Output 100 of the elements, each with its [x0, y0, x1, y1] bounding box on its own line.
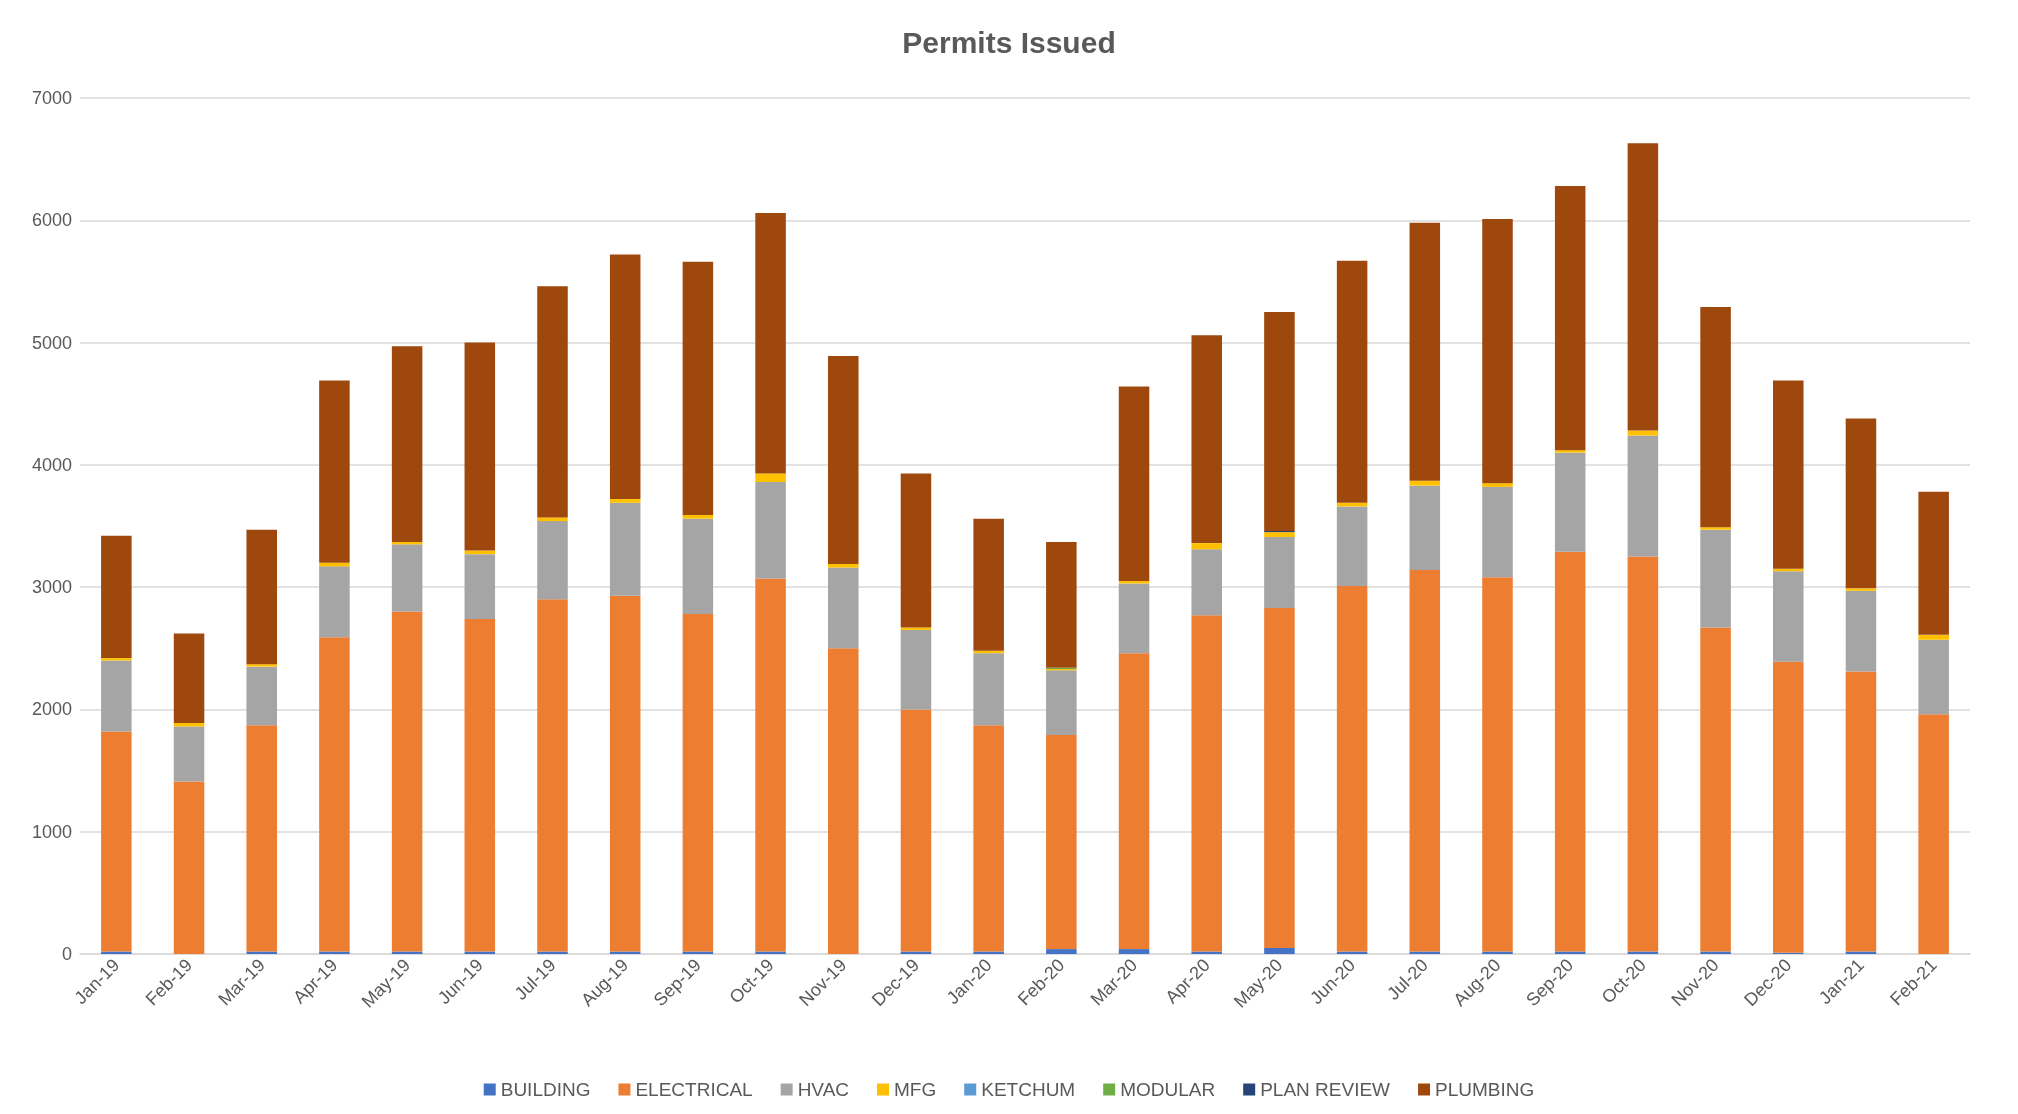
bar: [755, 481, 786, 579]
bar: [464, 550, 496, 555]
bar: [1118, 583, 1150, 654]
bar: [828, 356, 859, 564]
bar: [537, 521, 568, 600]
bar: [609, 502, 641, 596]
bar: [1264, 312, 1295, 531]
bar: [537, 599, 568, 952]
bar: [1046, 541, 1077, 668]
bar: [246, 666, 277, 726]
bar: [173, 726, 205, 782]
bar: [319, 380, 350, 563]
bar: [1700, 307, 1731, 528]
bar: [1046, 670, 1077, 736]
bar: [101, 731, 132, 952]
bar: [391, 544, 423, 612]
bar: [537, 286, 568, 518]
bar: [1264, 607, 1295, 948]
bar: [973, 518, 1004, 651]
bar: [101, 535, 132, 659]
bar: [464, 618, 496, 952]
legend-label: KETCHUM: [981, 1079, 1076, 1100]
bar: [1409, 222, 1441, 481]
bar: [755, 212, 786, 474]
bar: [682, 518, 714, 615]
bar: [1627, 143, 1659, 431]
bar: [1482, 219, 1513, 484]
legend-label: PLUMBING: [1435, 1079, 1535, 1100]
bar: [173, 781, 205, 954]
bar: [1191, 543, 1222, 550]
y-tick-label: 3000: [31, 577, 72, 598]
bar: [1700, 627, 1731, 952]
bar: [1627, 556, 1659, 952]
bar: [173, 722, 205, 727]
bar: [1046, 949, 1077, 954]
bar: [1409, 480, 1441, 486]
y-tick-label: 7000: [31, 88, 72, 108]
bar: [537, 517, 568, 522]
bar: [1918, 634, 1949, 640]
bar: [1700, 529, 1731, 628]
bar: [1773, 661, 1804, 953]
legend-label: MFG: [894, 1079, 937, 1100]
bar: [101, 660, 132, 732]
legend-label: BUILDING: [500, 1079, 591, 1100]
bar: [1627, 435, 1659, 557]
chart-title: Permits Issued: [902, 25, 1116, 59]
bar: [1336, 506, 1368, 586]
bar: [1191, 549, 1222, 616]
bar: [1554, 452, 1586, 552]
bar: [1264, 537, 1295, 608]
bar: [1336, 585, 1368, 952]
bar: [1918, 714, 1949, 954]
bar: [319, 637, 350, 952]
bar: [246, 664, 277, 667]
bar: [900, 709, 932, 952]
y-tick-label: 4000: [31, 454, 72, 475]
bar: [828, 567, 859, 649]
bar: [1845, 588, 1877, 591]
bar: [973, 653, 1004, 726]
y-tick-label: 0: [61, 944, 72, 964]
bar: [973, 725, 1004, 952]
y-tick-label: 5000: [31, 332, 72, 353]
bar: [900, 627, 932, 630]
bar: [1191, 335, 1222, 544]
bar: [1264, 947, 1295, 954]
bar: [1554, 186, 1586, 451]
bar: [1336, 260, 1368, 503]
legend-label: MODULAR: [1120, 1079, 1216, 1100]
bar: [828, 563, 859, 568]
bar: [609, 499, 641, 503]
bar: [828, 648, 859, 954]
bar: [246, 725, 277, 952]
legend-label: ELECTRICAL: [635, 1079, 753, 1100]
bar: [1264, 532, 1295, 538]
bar: [391, 611, 423, 952]
bar: [1918, 639, 1949, 715]
bar: [609, 254, 641, 500]
bar: [1554, 551, 1586, 952]
bar: [900, 473, 932, 628]
bar: [1918, 491, 1949, 635]
bar: [1191, 615, 1222, 952]
bar: [1118, 949, 1150, 954]
bar: [755, 578, 786, 952]
bar: [1627, 430, 1659, 436]
bar: [173, 633, 205, 723]
bar: [1845, 671, 1877, 952]
bar: [464, 342, 496, 551]
bar: [682, 514, 714, 519]
legend-label: HVAC: [797, 1079, 850, 1100]
bar: [1773, 380, 1804, 569]
bar: [1700, 527, 1731, 530]
bar: [1409, 570, 1441, 952]
bar: [101, 658, 132, 661]
bar: [1482, 486, 1513, 578]
bar: [682, 614, 714, 952]
y-tick-label: 6000: [31, 210, 72, 231]
y-tick-label: 2000: [31, 699, 72, 720]
bar: [609, 595, 641, 952]
bar: [755, 473, 786, 482]
bar: [1046, 735, 1077, 950]
